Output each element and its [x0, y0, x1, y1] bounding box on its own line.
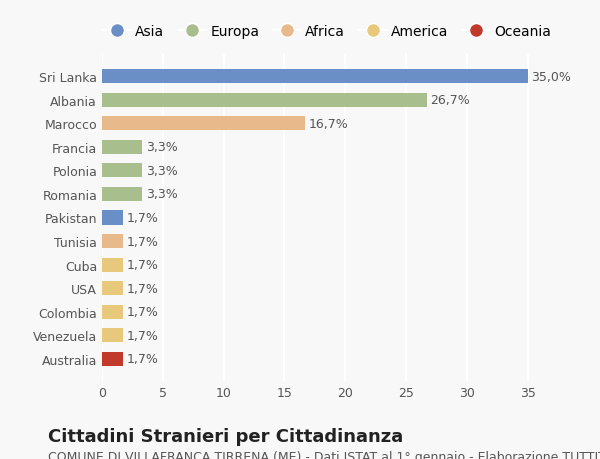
Bar [102, 117, 305, 131]
Text: 26,7%: 26,7% [430, 94, 470, 107]
Text: 1,7%: 1,7% [127, 235, 158, 248]
Text: 1,7%: 1,7% [127, 353, 158, 365]
Bar [102, 329, 122, 343]
Bar [102, 70, 527, 84]
Bar [102, 187, 142, 202]
Bar [102, 93, 427, 107]
Bar [102, 281, 122, 296]
Text: 1,7%: 1,7% [127, 329, 158, 342]
Text: 1,7%: 1,7% [127, 282, 158, 295]
Bar [102, 258, 122, 272]
Text: 3,3%: 3,3% [146, 141, 178, 154]
Bar [102, 352, 122, 366]
Text: 1,7%: 1,7% [127, 258, 158, 272]
Text: 1,7%: 1,7% [127, 212, 158, 224]
Bar [102, 305, 122, 319]
Bar [102, 211, 122, 225]
Text: COMUNE DI VILLAFRANCA TIRRENA (ME) - Dati ISTAT al 1° gennaio - Elaborazione TUT: COMUNE DI VILLAFRANCA TIRRENA (ME) - Dat… [48, 450, 600, 459]
Legend: Asia, Europa, Africa, America, Oceania: Asia, Europa, Africa, America, Oceania [98, 20, 556, 45]
Bar [102, 164, 142, 178]
Text: 1,7%: 1,7% [127, 306, 158, 319]
Text: 16,7%: 16,7% [309, 118, 349, 130]
Text: 3,3%: 3,3% [146, 164, 178, 178]
Text: Cittadini Stranieri per Cittadinanza: Cittadini Stranieri per Cittadinanza [48, 427, 403, 445]
Text: 35,0%: 35,0% [532, 71, 571, 84]
Bar [102, 140, 142, 155]
Text: 3,3%: 3,3% [146, 188, 178, 201]
Bar [102, 235, 122, 249]
